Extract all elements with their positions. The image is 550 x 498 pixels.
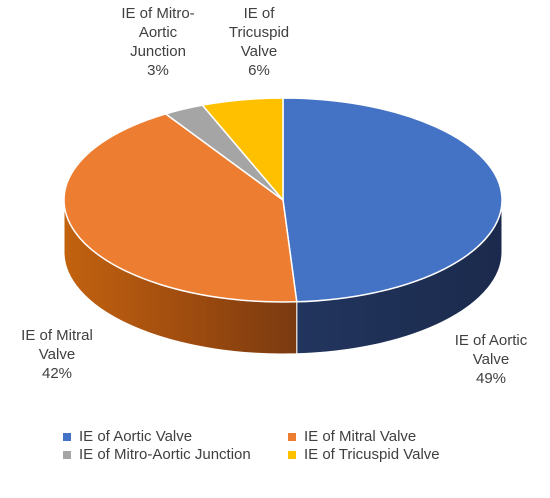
legend-label-tricuspid: IE of Tricuspid Valve xyxy=(304,446,440,463)
legend-item-tricuspid: IE of Tricuspid Valve xyxy=(288,446,440,463)
data-label-mitro-aortic: IE of Mitro- Aortic Junction 3% xyxy=(121,5,195,79)
legend-swatch-tricuspid xyxy=(288,450,296,459)
pie-slice-aortic xyxy=(282,97,503,303)
pie-slice-tricuspid xyxy=(200,97,284,203)
data-label-tricuspid: IE of Tricuspid Valve 6% xyxy=(228,5,290,79)
pie-chart-svg xyxy=(63,97,503,355)
legend-swatch-mitro-aortic xyxy=(63,450,71,459)
pie-tops xyxy=(63,97,503,303)
pie-slice-mitral xyxy=(63,113,298,303)
legend-label-mitro-aortic: IE of Mitro-Aortic Junction xyxy=(79,446,251,463)
data-label-aortic: IE of Aortic Valve 49% xyxy=(454,332,528,387)
legend-item-aortic: IE of Aortic Valve xyxy=(63,428,192,445)
legend-swatch-aortic xyxy=(63,432,71,441)
legend-label-aortic: IE of Aortic Valve xyxy=(79,428,193,445)
legend-label-mitral: IE of Mitral Valve xyxy=(304,428,417,445)
pie-chart: IE of Aortic Valve 49% IE of Mitral Valv… xyxy=(21,5,528,387)
legend-swatch-mitral xyxy=(288,432,296,441)
data-label-mitral: IE of Mitral Valve 42% xyxy=(21,327,93,382)
legend-item-mitral: IE of Mitral Valve xyxy=(288,428,416,445)
legend-item-mitro-aortic: IE of Mitro-Aortic Junction xyxy=(63,446,251,463)
